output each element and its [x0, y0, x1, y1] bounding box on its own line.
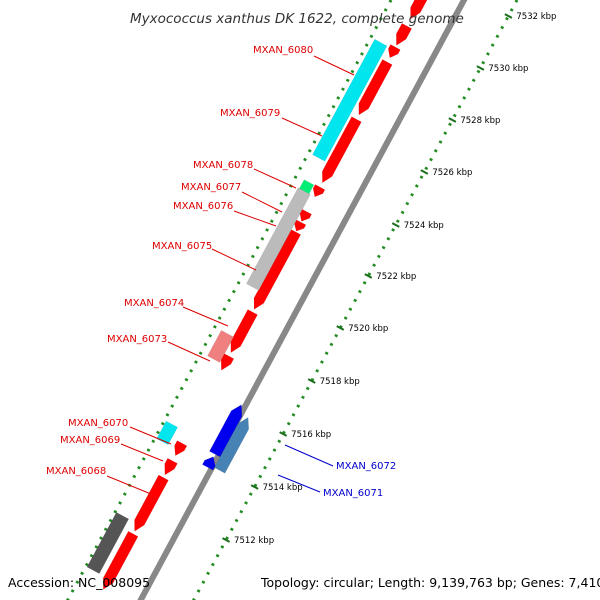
gene-label-left[interactable]: MXAN_6070	[68, 418, 128, 429]
gene-mid-2[interactable]	[230, 309, 258, 354]
gene-steelblue[interactable]	[214, 417, 249, 474]
label-leader-line	[277, 474, 321, 493]
gene-low-2[interactable]	[164, 457, 178, 476]
gene-label-left[interactable]: MXAN_6069	[60, 435, 120, 446]
tick-label: 7516 kbp	[291, 430, 331, 440]
tick-mark	[250, 484, 259, 490]
gene-label-right[interactable]: MXAN_6071	[323, 488, 383, 499]
tick-label: 7514 kbp	[263, 483, 303, 493]
tick-mark	[476, 65, 485, 71]
gene-label-left[interactable]: MXAN_6073	[107, 334, 167, 345]
tick-label: 7524 kbp	[404, 221, 444, 231]
gene-label-left[interactable]: MXAN_6074	[124, 298, 184, 309]
tick-mark	[307, 378, 316, 384]
guide-dotline-right	[192, 0, 519, 600]
tick-label: 7512 kbp	[234, 536, 274, 546]
tick-label: 7520 kbp	[348, 324, 388, 334]
label-leader-line	[211, 248, 257, 271]
gene-label-left[interactable]: MXAN_6068	[46, 466, 106, 477]
tick-mark	[364, 273, 373, 279]
label-leader-line	[284, 444, 334, 467]
label-leader-line	[281, 117, 323, 137]
gene-label-left[interactable]: MXAN_6079	[220, 108, 280, 119]
tick-label: 7530 kbp	[488, 64, 528, 74]
gene-top-2[interactable]	[396, 23, 413, 46]
tick-mark	[222, 537, 231, 543]
dotted-guides	[66, 0, 519, 600]
tick-label: 7528 kbp	[460, 116, 500, 126]
gene-top-1[interactable]	[410, 0, 441, 20]
gene-gray[interactable]	[246, 187, 311, 291]
kbp-ticks: 7532 kbp 7530 kbp 7528 kbp 7526 kbp 7524 kbp…	[222, 12, 556, 546]
gene-label-right[interactable]: MXAN_6072	[336, 461, 396, 472]
tick-label: 7522 kbp	[376, 272, 416, 282]
backbone	[137, 0, 468, 600]
label-leader-line	[106, 475, 152, 495]
gene-top-4[interactable]	[358, 59, 393, 116]
label-leader-line	[233, 210, 277, 227]
gene-pink[interactable]	[207, 330, 234, 363]
label-leader-line	[120, 443, 164, 462]
label-leader-line	[313, 55, 355, 76]
gene-small-1[interactable]	[312, 184, 326, 198]
label-leader-line	[167, 341, 211, 362]
topology-text: Topology: circular; Length: 9,139,763 bp…	[261, 575, 600, 590]
backbone-line	[137, 0, 468, 600]
map-title: Myxococcus xanthus DK 1622, complete gen…	[130, 11, 464, 27]
label-leader-line	[129, 426, 172, 445]
gene-cyan-large[interactable]	[312, 38, 388, 162]
gene-features	[86, 0, 441, 590]
gene-label-left[interactable]: MXAN_6080	[253, 45, 313, 56]
tick-label: 7526 kbp	[432, 168, 472, 178]
gene-label-left[interactable]: MXAN_6075	[152, 241, 212, 252]
tick-label: 7532 kbp	[516, 12, 556, 22]
tick-mark	[336, 325, 345, 331]
gene-label-left[interactable]: MXAN_6078	[193, 160, 253, 171]
gene-low-3[interactable]	[134, 474, 169, 532]
gene-dark-gray[interactable]	[86, 512, 130, 574]
label-leader-line	[253, 168, 297, 189]
gene-blue-2[interactable]	[202, 456, 216, 471]
tick-mark	[279, 431, 288, 437]
gene-label-left[interactable]: MXAN_6076	[173, 201, 233, 212]
gene-top-5[interactable]	[322, 116, 362, 184]
label-leader-line	[241, 191, 283, 213]
gene-top-3[interactable]	[388, 44, 401, 59]
tick-mark	[420, 169, 429, 175]
label-leader-line	[182, 306, 229, 327]
gene-low-1[interactable]	[174, 440, 188, 457]
gene-label-left[interactable]: MXAN_6077	[181, 182, 241, 193]
gene-cyan-small[interactable]	[156, 420, 178, 446]
tick-mark	[448, 117, 457, 123]
tick-mark	[504, 13, 513, 19]
tick-mark	[391, 222, 400, 228]
tick-label: 7518 kbp	[320, 377, 360, 387]
gene-low-4[interactable]	[102, 530, 139, 590]
guide-dotline-left	[66, 0, 393, 600]
accession-text: Accession: NC_008095	[8, 575, 151, 590]
gene-labels: MXAN_6080 MXAN_6079 MXAN_6078 MXAN_6077 MXAN…	[46, 45, 396, 499]
